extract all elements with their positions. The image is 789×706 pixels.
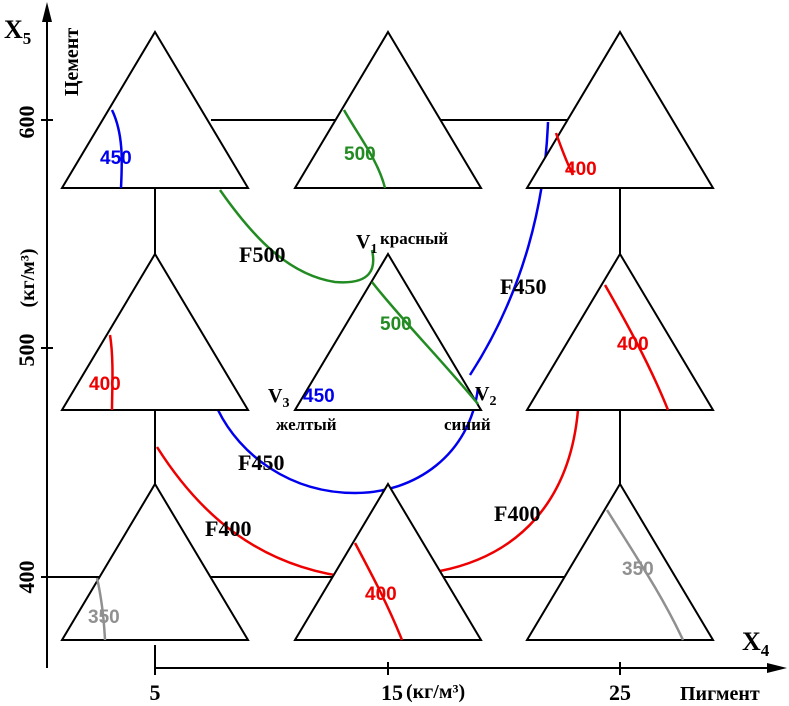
f450-lower-curve — [216, 387, 480, 495]
contour-labels: 450 500 400 400 500 450 400 350 400 350 — [88, 144, 654, 628]
triangle-top-right — [525, 30, 715, 189]
iso-ml-400 — [108, 334, 114, 411]
contour-label-bl: 350 — [88, 607, 120, 628]
y-axis-title: Цемент — [61, 28, 83, 96]
f450-upper-label: F450 — [500, 274, 546, 299]
response-curves — [155, 121, 580, 580]
axes: X5 X4 600 500 400 (кг/м³) Цемент 5 15 (к… — [4, 2, 787, 705]
vertex-v1-name: красный — [380, 229, 448, 248]
f500-label: F500 — [239, 242, 285, 267]
vertex-v3-name: желтый — [276, 415, 337, 434]
f400-right-curve — [439, 409, 580, 573]
triangle-middle-center — [293, 252, 483, 411]
contour-label-mr: 400 — [617, 334, 649, 355]
f400-left-curve — [155, 446, 356, 580]
triangle-bottom-middle — [293, 482, 483, 641]
contour-label-tr: 400 — [565, 159, 597, 180]
y-axis-unit: (кг/м³) — [17, 248, 39, 307]
contour-label-ml: 400 — [89, 374, 121, 395]
contour-label-tl: 450 — [100, 148, 132, 169]
contour-label-tm: 500 — [344, 144, 376, 165]
y-axis-symbol: X5 — [4, 15, 31, 48]
vertex-v2-label: V2 — [475, 383, 496, 409]
contour-label-br: 350 — [622, 559, 654, 580]
vertex-v1-label: V1 — [356, 231, 377, 257]
f450-upper-curve — [468, 121, 550, 376]
triangle-bottom-right — [525, 482, 715, 641]
x-axis-unit: (кг/м³) — [406, 681, 465, 703]
x-axis-symbol: X4 — [742, 627, 770, 660]
f400-right-label: F400 — [494, 501, 540, 526]
iso-bl-350 — [95, 577, 107, 641]
contour-label-mm-green: 500 — [380, 314, 412, 335]
vertex-labels: V1 красный V2 синий V3 желтый — [268, 229, 496, 434]
iso-bm-400 — [353, 542, 404, 641]
x-tick-label-25: 25 — [609, 680, 631, 705]
f450-lower-label: F450 — [238, 450, 284, 475]
y-tick-label-500: 500 — [14, 334, 39, 367]
triangle-middle-left — [60, 252, 250, 411]
curve-labels: F500 F450 F450 F400 F400 — [205, 242, 546, 541]
vertex-v3-label: V3 — [268, 385, 289, 411]
iso-br-350 — [605, 509, 685, 641]
iso-tr-400 — [554, 132, 575, 176]
iso-tl-450 — [110, 109, 124, 189]
vertex-v2-name: синий — [444, 415, 491, 434]
f500-curve — [218, 189, 375, 284]
y-tick-label-400: 400 — [14, 561, 39, 594]
iso-mm-500 — [371, 281, 479, 405]
x-tick-label-15: 15 — [381, 680, 403, 705]
x-axis-title: Пигмент — [680, 683, 760, 705]
x-tick-label-5: 5 — [150, 680, 161, 705]
contour-label-mm-blue: 450 — [303, 386, 335, 407]
simplex-triangles — [60, 30, 715, 641]
f400-left-label: F400 — [205, 516, 251, 541]
triangle-top-left — [60, 30, 250, 189]
triangle-bottom-left — [60, 482, 250, 641]
iso-tm-500 — [342, 109, 387, 189]
triangle-top-middle — [293, 30, 483, 189]
x-axis-arrow-icon — [767, 663, 787, 673]
iso-lines — [95, 109, 685, 641]
y-axis-arrow-icon — [42, 2, 52, 22]
y-tick-label-600: 600 — [14, 106, 39, 139]
iso-mr-400 — [603, 284, 670, 411]
contour-label-bm: 400 — [365, 584, 397, 605]
triangle-middle-right — [525, 252, 715, 411]
